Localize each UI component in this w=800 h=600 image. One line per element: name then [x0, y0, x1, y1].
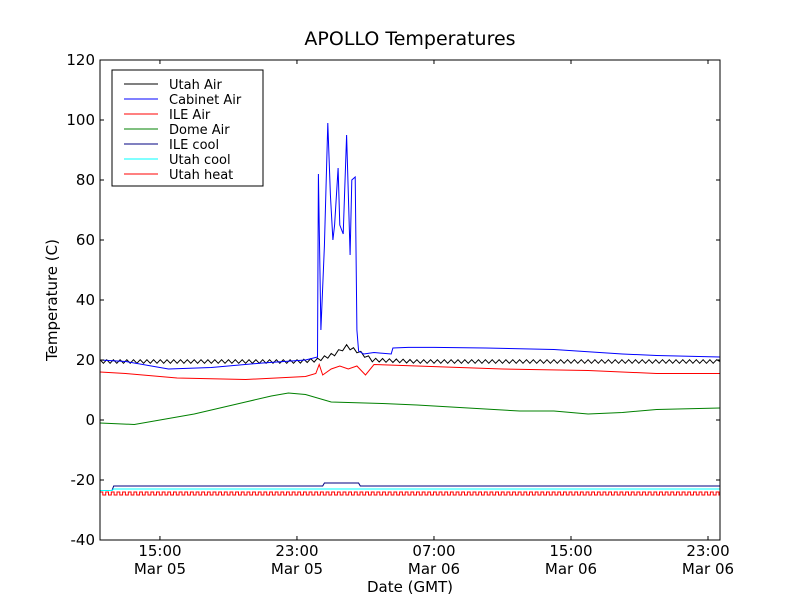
legend-label-2: ILE Air	[169, 108, 211, 123]
series-line-0	[99, 343, 721, 365]
y-tick-label: 120	[66, 51, 95, 69]
x-tick-date: Mar 06	[408, 560, 460, 578]
legend-label-3: Dome Air	[169, 123, 230, 138]
x-tick-time: 15:00	[549, 542, 592, 560]
plot-series	[99, 122, 721, 496]
y-tick-label: -20	[71, 471, 96, 489]
y-tick-label: -40	[71, 531, 96, 549]
legend-label-5: Utah cool	[169, 153, 231, 168]
x-tick-date: Mar 05	[134, 560, 186, 578]
legend-label-1: Cabinet Air	[169, 93, 242, 108]
y-tick-label: 80	[76, 171, 95, 189]
y-tick-label: 60	[76, 231, 95, 249]
x-tick-date: Mar 05	[271, 560, 323, 578]
chart-title: APOLLO Temperatures	[304, 28, 515, 50]
series-line-2	[99, 363, 720, 381]
y-axis-label: Temperature (C)	[43, 239, 61, 362]
x-tick-time: 15:00	[138, 542, 181, 560]
y-tick-label: 40	[76, 291, 95, 309]
legend-label-4: ILE cool	[169, 138, 219, 153]
series-line-6	[100, 491, 720, 496]
x-tick-time: 23:00	[686, 542, 729, 560]
x-tick-date: Mar 06	[682, 560, 734, 578]
legend-label-0: Utah Air	[169, 78, 222, 93]
x-tick-date: Mar 06	[545, 560, 597, 578]
series-line-5	[100, 488, 720, 491]
legend-box	[111, 69, 264, 187]
y-tick-label: 20	[76, 351, 95, 369]
x-axis-label: Date (GMT)	[367, 578, 453, 596]
y-axis: 120 100 80 60 40 20 0 -20 -40	[66, 51, 720, 549]
y-tick-label: 100	[66, 111, 95, 129]
legend-label-6: Utah heat	[169, 168, 233, 183]
x-tick-time: 07:00	[412, 542, 455, 560]
y-tick-label: 0	[85, 411, 95, 429]
x-tick-time: 23:00	[275, 542, 318, 560]
series-line-3	[99, 392, 721, 426]
series-line-1	[99, 122, 721, 370]
